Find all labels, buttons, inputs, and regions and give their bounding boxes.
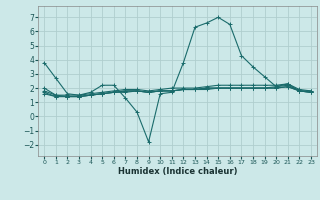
X-axis label: Humidex (Indice chaleur): Humidex (Indice chaleur) xyxy=(118,167,237,176)
